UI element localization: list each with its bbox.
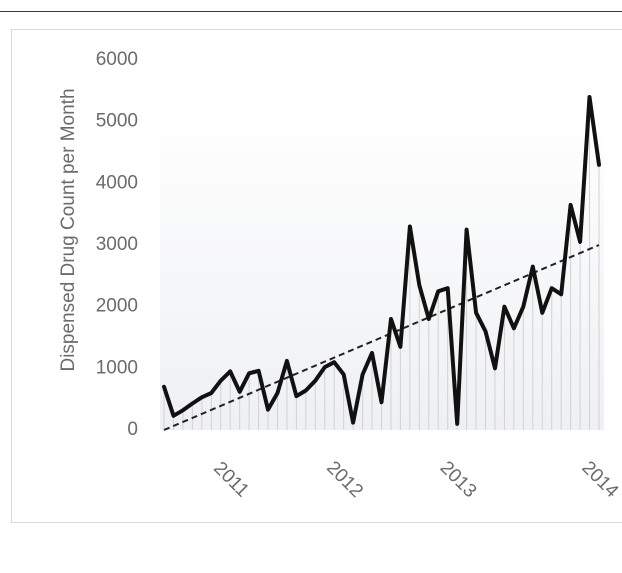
x-tick-label: 2013 xyxy=(436,457,481,502)
top-rule xyxy=(0,11,622,12)
x-tick-label: 2014 xyxy=(578,457,622,502)
y-tick-label: 6000 xyxy=(96,49,138,70)
trend-line xyxy=(163,244,600,431)
x-axis-ticks: 2011 2012 2013 2014 xyxy=(209,457,622,502)
y-tick-label: 5000 xyxy=(96,111,138,132)
y-tick-label: 4000 xyxy=(96,172,138,193)
y-tick-label: 1000 xyxy=(96,357,138,378)
y-axis-ticks: 0 1000 2000 3000 4000 5000 6000 xyxy=(96,49,138,440)
x-tick-label: 2011 xyxy=(209,458,253,502)
y-tick-label: 0 xyxy=(127,419,138,440)
series-line xyxy=(162,95,601,426)
x-tick-label: 2012 xyxy=(322,457,367,502)
y-tick-label: 2000 xyxy=(96,296,138,317)
y-axis-label: Dispensed Drug Count per Month xyxy=(58,88,79,371)
y-tick-label: 3000 xyxy=(96,234,138,255)
